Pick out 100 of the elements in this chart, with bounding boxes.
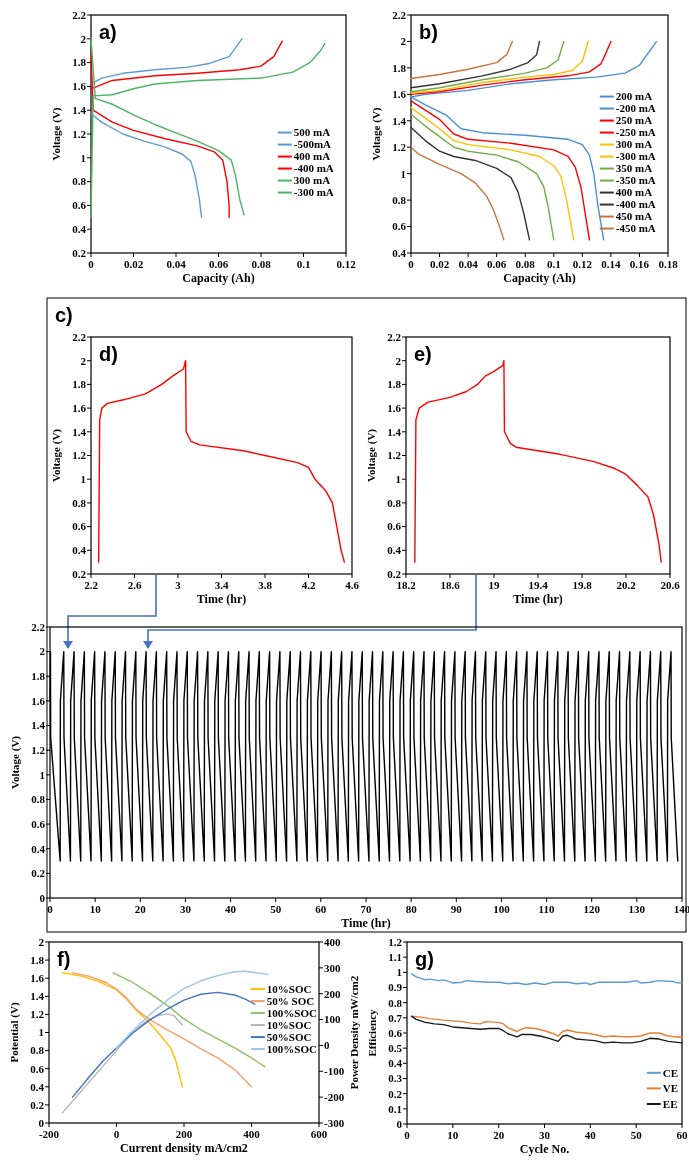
y2-tick-label: -100 bbox=[324, 1065, 345, 1078]
y-tick-label: 1.4 bbox=[72, 425, 87, 438]
legend-label: 400 mA bbox=[293, 150, 331, 163]
x-tick-label: 30 bbox=[539, 1129, 551, 1141]
x-tick-label: 0.18 bbox=[658, 258, 679, 270]
y-tick-label: 1.4 bbox=[392, 114, 407, 127]
y-tick-label: 0.6 bbox=[30, 1062, 45, 1075]
y-tick-label: 2.2 bbox=[392, 8, 407, 21]
y-tick-label: 0.8 bbox=[388, 996, 403, 1009]
x-tick-label: 140 bbox=[673, 903, 689, 915]
x-tick-label: 60 bbox=[315, 903, 327, 915]
x-tick-label: 20.6 bbox=[660, 579, 681, 591]
x-tick-label: 50 bbox=[270, 903, 282, 915]
x-tick-label: 40 bbox=[225, 903, 237, 915]
y-tick-label: 1.8 bbox=[30, 953, 45, 966]
y-tick-label: 0.3 bbox=[388, 1072, 403, 1085]
x-tick-label: 20.2 bbox=[616, 579, 637, 591]
x-tick-label: 0.02 bbox=[123, 258, 144, 270]
x-tick-label: 0.12 bbox=[572, 258, 593, 270]
legend-label: 300 mA bbox=[615, 138, 653, 151]
y2-tick-label: 0 bbox=[324, 1039, 330, 1052]
x-tick-label: 3 bbox=[175, 579, 182, 591]
x-tick-label: 50 bbox=[630, 1129, 643, 1141]
y-tick-label: 0.2 bbox=[388, 1087, 403, 1100]
chart-title: b) bbox=[419, 21, 438, 43]
y-tick-label: 1.8 bbox=[31, 670, 46, 683]
y2-tick-label: -300 bbox=[324, 1116, 345, 1129]
legend-label: 10%SOC bbox=[266, 1018, 312, 1031]
x-tick-label: 0.08 bbox=[515, 258, 536, 270]
legend-label: 50% SOC bbox=[266, 994, 315, 1007]
chart-title: g) bbox=[415, 948, 434, 970]
y-tick-label: 2.2 bbox=[31, 620, 46, 633]
x-tick-label: 70 bbox=[360, 903, 372, 915]
y-tick-label: 1 bbox=[395, 473, 401, 486]
y-tick-label: 0.4 bbox=[72, 223, 87, 236]
y-tick-label: 1.2 bbox=[72, 449, 87, 462]
y2-tick-label: -200 bbox=[324, 1090, 345, 1103]
y-tick-label: 2 bbox=[80, 354, 87, 367]
x-tick-label: 0.06 bbox=[208, 258, 229, 270]
x-tick-label: 600 bbox=[310, 1128, 328, 1140]
y-axis-title: Voltage (V) bbox=[50, 428, 63, 483]
y-axis-title: Potential (V) bbox=[8, 1002, 21, 1063]
y-tick-label: 1 bbox=[80, 151, 86, 164]
chart-title: f) bbox=[57, 948, 71, 970]
x-tick-label: 0.1 bbox=[546, 258, 561, 270]
x-tick-label: 20 bbox=[134, 903, 147, 915]
legend-label: 100%SOC bbox=[266, 1042, 317, 1055]
x-tick-label: 0.02 bbox=[429, 258, 450, 270]
y-tick-label: 0.1 bbox=[388, 1102, 402, 1115]
legend-label: 450 mA bbox=[615, 210, 653, 223]
y2-tick-label: 300 bbox=[324, 961, 341, 974]
x-tick-label: 0.04 bbox=[458, 258, 479, 270]
x-tick-label: 20 bbox=[493, 1129, 505, 1141]
y-tick-label: 1.6 bbox=[30, 972, 45, 985]
y-tick-label: 2 bbox=[80, 32, 87, 45]
y-tick-label: 0.7 bbox=[388, 1011, 403, 1024]
y-tick-label: 0.4 bbox=[31, 842, 46, 855]
y-tick-label: 1 bbox=[400, 167, 406, 180]
legend-label: 10%SOC bbox=[266, 982, 312, 995]
x-tick-label: 30 bbox=[179, 903, 192, 915]
y-tick-label: 0.6 bbox=[72, 520, 87, 533]
y-tick-label: 2 bbox=[400, 35, 407, 48]
y-tick-label: 0.4 bbox=[392, 246, 407, 259]
y-tick-label: 1.6 bbox=[72, 80, 87, 93]
y-tick-label: 1.6 bbox=[72, 401, 87, 414]
y-tick-label: 1.2 bbox=[387, 449, 402, 462]
x-tick-label: 400 bbox=[243, 1128, 261, 1140]
x-tick-label: 120 bbox=[583, 903, 601, 915]
legend-label: 500 mA bbox=[293, 126, 331, 139]
legend-label: EE bbox=[662, 1097, 678, 1110]
legend-label: -300 mA bbox=[615, 150, 656, 163]
x-tick-label: 4.6 bbox=[345, 579, 360, 591]
x-axis-title: Time (hr) bbox=[196, 592, 247, 606]
y-axis-title: Voltage (V) bbox=[370, 107, 383, 161]
line-series bbox=[410, 973, 683, 986]
legend-label: 350 mA bbox=[615, 162, 653, 175]
y2-tick-label: 100 bbox=[324, 1013, 341, 1026]
y-tick-label: 1 bbox=[80, 473, 86, 486]
line-series bbox=[410, 1015, 683, 1039]
legend-label: 250 mA bbox=[615, 114, 653, 127]
x-tick-label: -200 bbox=[38, 1128, 60, 1140]
line-series bbox=[410, 126, 531, 241]
x-tick-label: 10 bbox=[89, 903, 102, 915]
y-tick-label: 0.6 bbox=[388, 1026, 403, 1039]
y-tick-label: 1.1 bbox=[388, 951, 402, 964]
y-tick-label: 1.8 bbox=[72, 378, 87, 391]
legend-label: -300 mA bbox=[293, 186, 334, 199]
x-axis-title: Current density mA/cm2 bbox=[120, 1141, 248, 1155]
chart-title: a) bbox=[99, 21, 117, 43]
line-series bbox=[71, 991, 256, 1098]
x-tick-label: 18.6 bbox=[440, 579, 461, 591]
y-tick-label: 0.8 bbox=[392, 193, 407, 206]
y-tick-label: 1 bbox=[396, 966, 402, 979]
legend-label: -400 mA bbox=[615, 198, 656, 211]
x-tick-label: 0.08 bbox=[251, 258, 272, 270]
y-tick-label: 2 bbox=[39, 645, 46, 658]
chart-title: e) bbox=[414, 343, 432, 365]
y-tick-label: 0.8 bbox=[72, 175, 87, 188]
x-axis-title: Capacity (Ah) bbox=[503, 271, 576, 285]
y-tick-label: 0.8 bbox=[31, 793, 46, 806]
